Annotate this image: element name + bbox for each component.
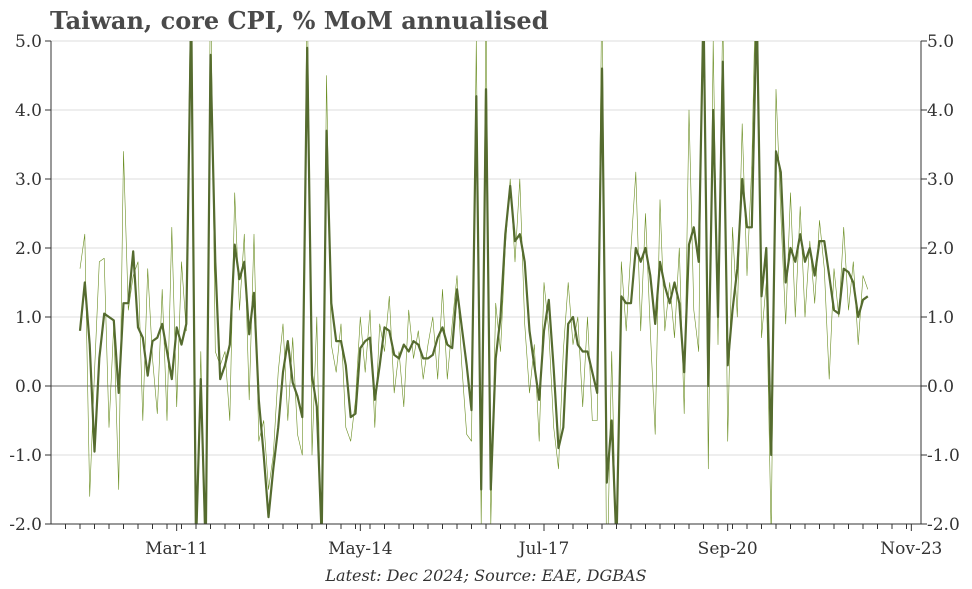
series-smoothed [78, 41, 869, 524]
x-tick-label: Nov-23 [880, 539, 942, 559]
x-tick-label: Jul-17 [517, 539, 570, 559]
x-axis-ticks: Mar-11 May-14 Jul-17 Sep-20 Nov-23 [65, 524, 942, 559]
y-tick-label-right: 4.0 [927, 101, 954, 121]
y-tick-label-left: -1.0 [9, 446, 42, 466]
y-tick-label-left: 2.0 [15, 239, 42, 259]
y-tick-label-right: 2.0 [927, 239, 954, 259]
y-tick-label-left: 3.0 [15, 170, 42, 190]
y-tick-label-right: 3.0 [927, 170, 954, 190]
y-tick-label-left: -2.0 [9, 515, 42, 535]
y-tick-label-left: 4.0 [15, 101, 42, 121]
y-tick-label-right: 0.0 [927, 377, 954, 397]
y-tick-label-right: -2.0 [927, 515, 960, 535]
series-line-smoothed [78, 41, 869, 524]
y-tick-label-right: 5.0 [927, 32, 954, 52]
y-axis-right-ticks: -2.0 -1.0 0.0 1.0 2.0 3.0 4.0 5.0 [921, 32, 960, 535]
x-tick-label: May-14 [328, 539, 393, 559]
y-tick-label-right: 1.0 [927, 308, 954, 328]
x-tick-label: Mar-11 [145, 539, 208, 559]
y-axis-left-ticks: -2.0 -1.0 0.0 1.0 2.0 3.0 4.0 5.0 [9, 32, 51, 535]
y-tick-label-left: 1.0 [15, 308, 42, 328]
y-tick-label-right: -1.0 [927, 446, 960, 466]
chart-title: Taiwan, core CPI, % MoM annualised [50, 6, 549, 35]
y-tick-label-left: 0.0 [15, 377, 42, 397]
y-tick-label-left: 5.0 [15, 32, 42, 52]
x-tick-label: Sep-20 [698, 539, 758, 559]
source-note: Latest: Dec 2024; Source: EAE, DGBAS [325, 566, 647, 585]
